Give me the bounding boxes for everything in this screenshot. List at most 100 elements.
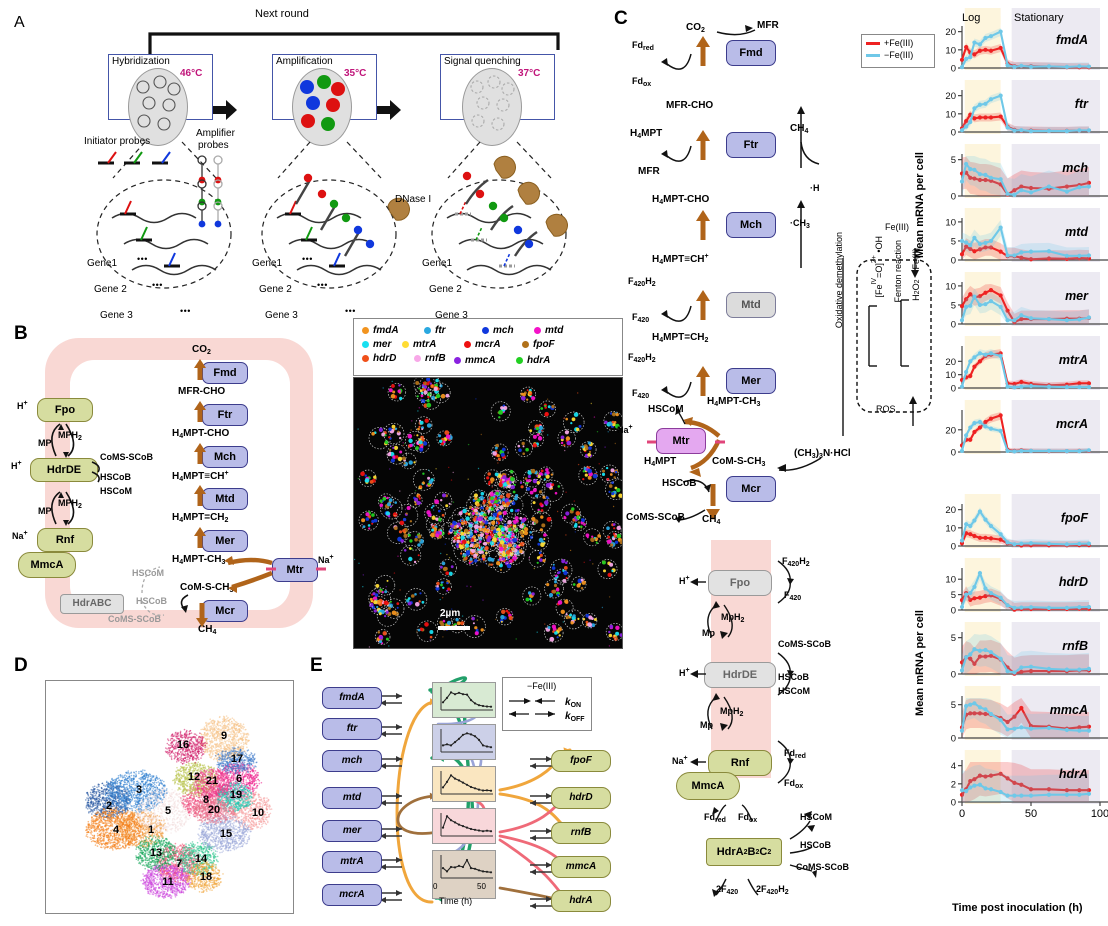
legend-label-mmcA: mmcA <box>465 355 496 366</box>
svg-text:10: 10 <box>945 370 956 381</box>
legend-item-hdrA: hdrA <box>516 353 574 367</box>
initiator-probes-label: Initiator probes <box>84 136 150 147</box>
c-h4mpt-ch3: H4MPT-CH3 <box>707 396 760 408</box>
e-gene-rnfB: rnfB <box>551 822 611 844</box>
svg-text:100: 100 <box>1091 808 1108 820</box>
legend-dot-mtd <box>534 327 541 334</box>
gene1-label-b2: Gene1 <box>252 258 282 269</box>
legend-item-hdrD: hdrD <box>362 353 414 364</box>
c-h4mpt-ch2: H4MPT=CH2 <box>652 332 708 344</box>
c-ch4-top: CH4 <box>790 123 808 135</box>
svg-text:mcrA: mcrA <box>1056 417 1088 431</box>
ellipsis-2: • • • <box>152 280 161 290</box>
svg-text:4: 4 <box>951 761 956 772</box>
svg-text:5: 5 <box>951 300 956 311</box>
legend-item-rnfB: rnfB <box>414 353 454 364</box>
hscob-b1: HSCoB <box>100 472 131 482</box>
panel-b-center-arrows <box>180 355 320 635</box>
legend-dot-mmcA <box>454 357 461 364</box>
coms-scob-b2: CoMS-SCoB <box>108 614 161 624</box>
c-h4mpt: H4MPT <box>630 128 662 140</box>
svg-text:mmcA: mmcA <box>1050 703 1088 717</box>
panel-c-bottom-arrows <box>660 545 840 905</box>
legend-dot-ftr <box>424 327 431 334</box>
c-tma: (CH3)3N·HCl <box>794 448 851 460</box>
legend-label-fpoF: fpoF <box>533 339 555 350</box>
legend-label-mcrA: mcrA <box>475 339 501 350</box>
legend-item-fpoF: fpoF <box>522 339 574 350</box>
panel-b-letter: B <box>14 323 28 345</box>
svg-text:0: 0 <box>951 606 956 617</box>
svg-text:10: 10 <box>945 217 956 228</box>
svg-text:5: 5 <box>951 155 956 166</box>
svg-text:20: 20 <box>945 357 956 368</box>
legend-label-fmdA: fmdA <box>373 325 399 336</box>
umap-plot: 1 2 3 4 5 6 7 8 9 10 11 12 13 14 15 16 17 18 19 20 21 <box>45 680 294 914</box>
c-mfr: MFR <box>757 20 779 31</box>
legend-label-hdrD: hdrD <box>373 353 396 364</box>
svg-text:rnfB: rnfB <box>1062 639 1088 653</box>
svg-text:0: 0 <box>951 734 956 745</box>
svg-text:0: 0 <box>951 798 956 809</box>
c-ros-label: ROS <box>876 404 896 414</box>
scalebar-label: 2µm <box>440 608 460 619</box>
e-tick-0: 0 <box>433 882 437 891</box>
amplifier-probes-label-l2: probes <box>198 140 229 151</box>
mph2-1: MPH2 <box>58 430 82 442</box>
ellipsis-5: • • • <box>317 280 326 290</box>
c-enzyme-mtr: Mtr <box>656 428 706 454</box>
initiator-probe-icons <box>96 150 178 166</box>
c-ylabel-2: Mean mRNA per cell <box>914 610 926 716</box>
svg-text:5: 5 <box>951 633 956 644</box>
naplus-b2: Na+ <box>318 554 334 565</box>
svg-text:0: 0 <box>951 670 956 681</box>
micrograph-image <box>353 377 623 649</box>
c-enzyme-mer: Mer <box>726 368 776 394</box>
e-sparkline-2 <box>432 724 496 760</box>
c-ferryl-label: [FeIV=O]2+ •OH <box>871 236 884 298</box>
c-oxidative-label: Oxidative demethylation <box>834 232 844 328</box>
c-ch4-bot: CH4 <box>702 514 720 526</box>
svg-text:fmdA: fmdA <box>1056 33 1088 47</box>
gene1-label-b1: Gene1 <box>87 258 117 269</box>
svg-text:ftr: ftr <box>1075 97 1089 111</box>
scalebar <box>438 626 470 630</box>
legend-item-mtd: mtd <box>534 325 586 336</box>
svg-text:mtd: mtd <box>1065 225 1088 239</box>
legend-item-ftr: ftr <box>424 325 482 336</box>
e-legend-kon: kON <box>565 697 581 709</box>
c-f420-1: F420 <box>632 312 649 324</box>
svg-text:10: 10 <box>945 45 956 56</box>
c-phase-stationary: Stationary <box>1014 12 1064 24</box>
legend-item-mcrA: mcrA <box>464 339 522 350</box>
ellipsis-1: • • • <box>137 254 146 264</box>
gene2-label-b1: Gene 2 <box>94 284 127 295</box>
svg-text:0: 0 <box>951 448 956 459</box>
c-mfr-cho: MFR-CHO <box>666 100 713 111</box>
gene2-label-b2: Gene 2 <box>259 284 292 295</box>
e-time-label: Time (h) <box>439 896 472 906</box>
c-coms-scob: CoMS-SCoB <box>626 512 685 523</box>
stage-temp-quenching: 37°C <box>518 68 540 79</box>
e-gene-fmdA: fmdA <box>322 687 382 709</box>
c-f420h2-1: F420H2 <box>628 276 656 288</box>
c-hscom: HSCoM <box>648 404 684 415</box>
e-gene-hdrD: hdrD <box>551 787 611 809</box>
e-gene-hdrA: hdrA <box>551 890 611 912</box>
legend-label-rnfB: rnfB <box>425 353 446 364</box>
e-gene-mtrA: mtrA <box>322 851 382 873</box>
c-enzyme-mcr: Mcr <box>726 476 776 502</box>
stage-title-amplification: Amplification <box>276 56 333 67</box>
c-f420h2-2: F420H2 <box>628 352 656 364</box>
c-fd-red: Fdred <box>632 40 654 52</box>
c-fd-ox: Fdox <box>632 76 651 88</box>
hplus-2: H+ <box>11 460 22 471</box>
c-enzyme-mch: Mch <box>726 212 776 238</box>
legend-dot-hdrD <box>362 355 369 362</box>
mph2-2: MPH2 <box>58 498 82 510</box>
c-com-s-ch3: CoM-S-CH3 <box>712 456 765 468</box>
c-co2: CO2 <box>686 22 705 34</box>
mp-1: MP <box>38 438 52 448</box>
dnase-label: DNase I <box>395 194 431 205</box>
legend-item-mer: mer <box>362 339 402 350</box>
